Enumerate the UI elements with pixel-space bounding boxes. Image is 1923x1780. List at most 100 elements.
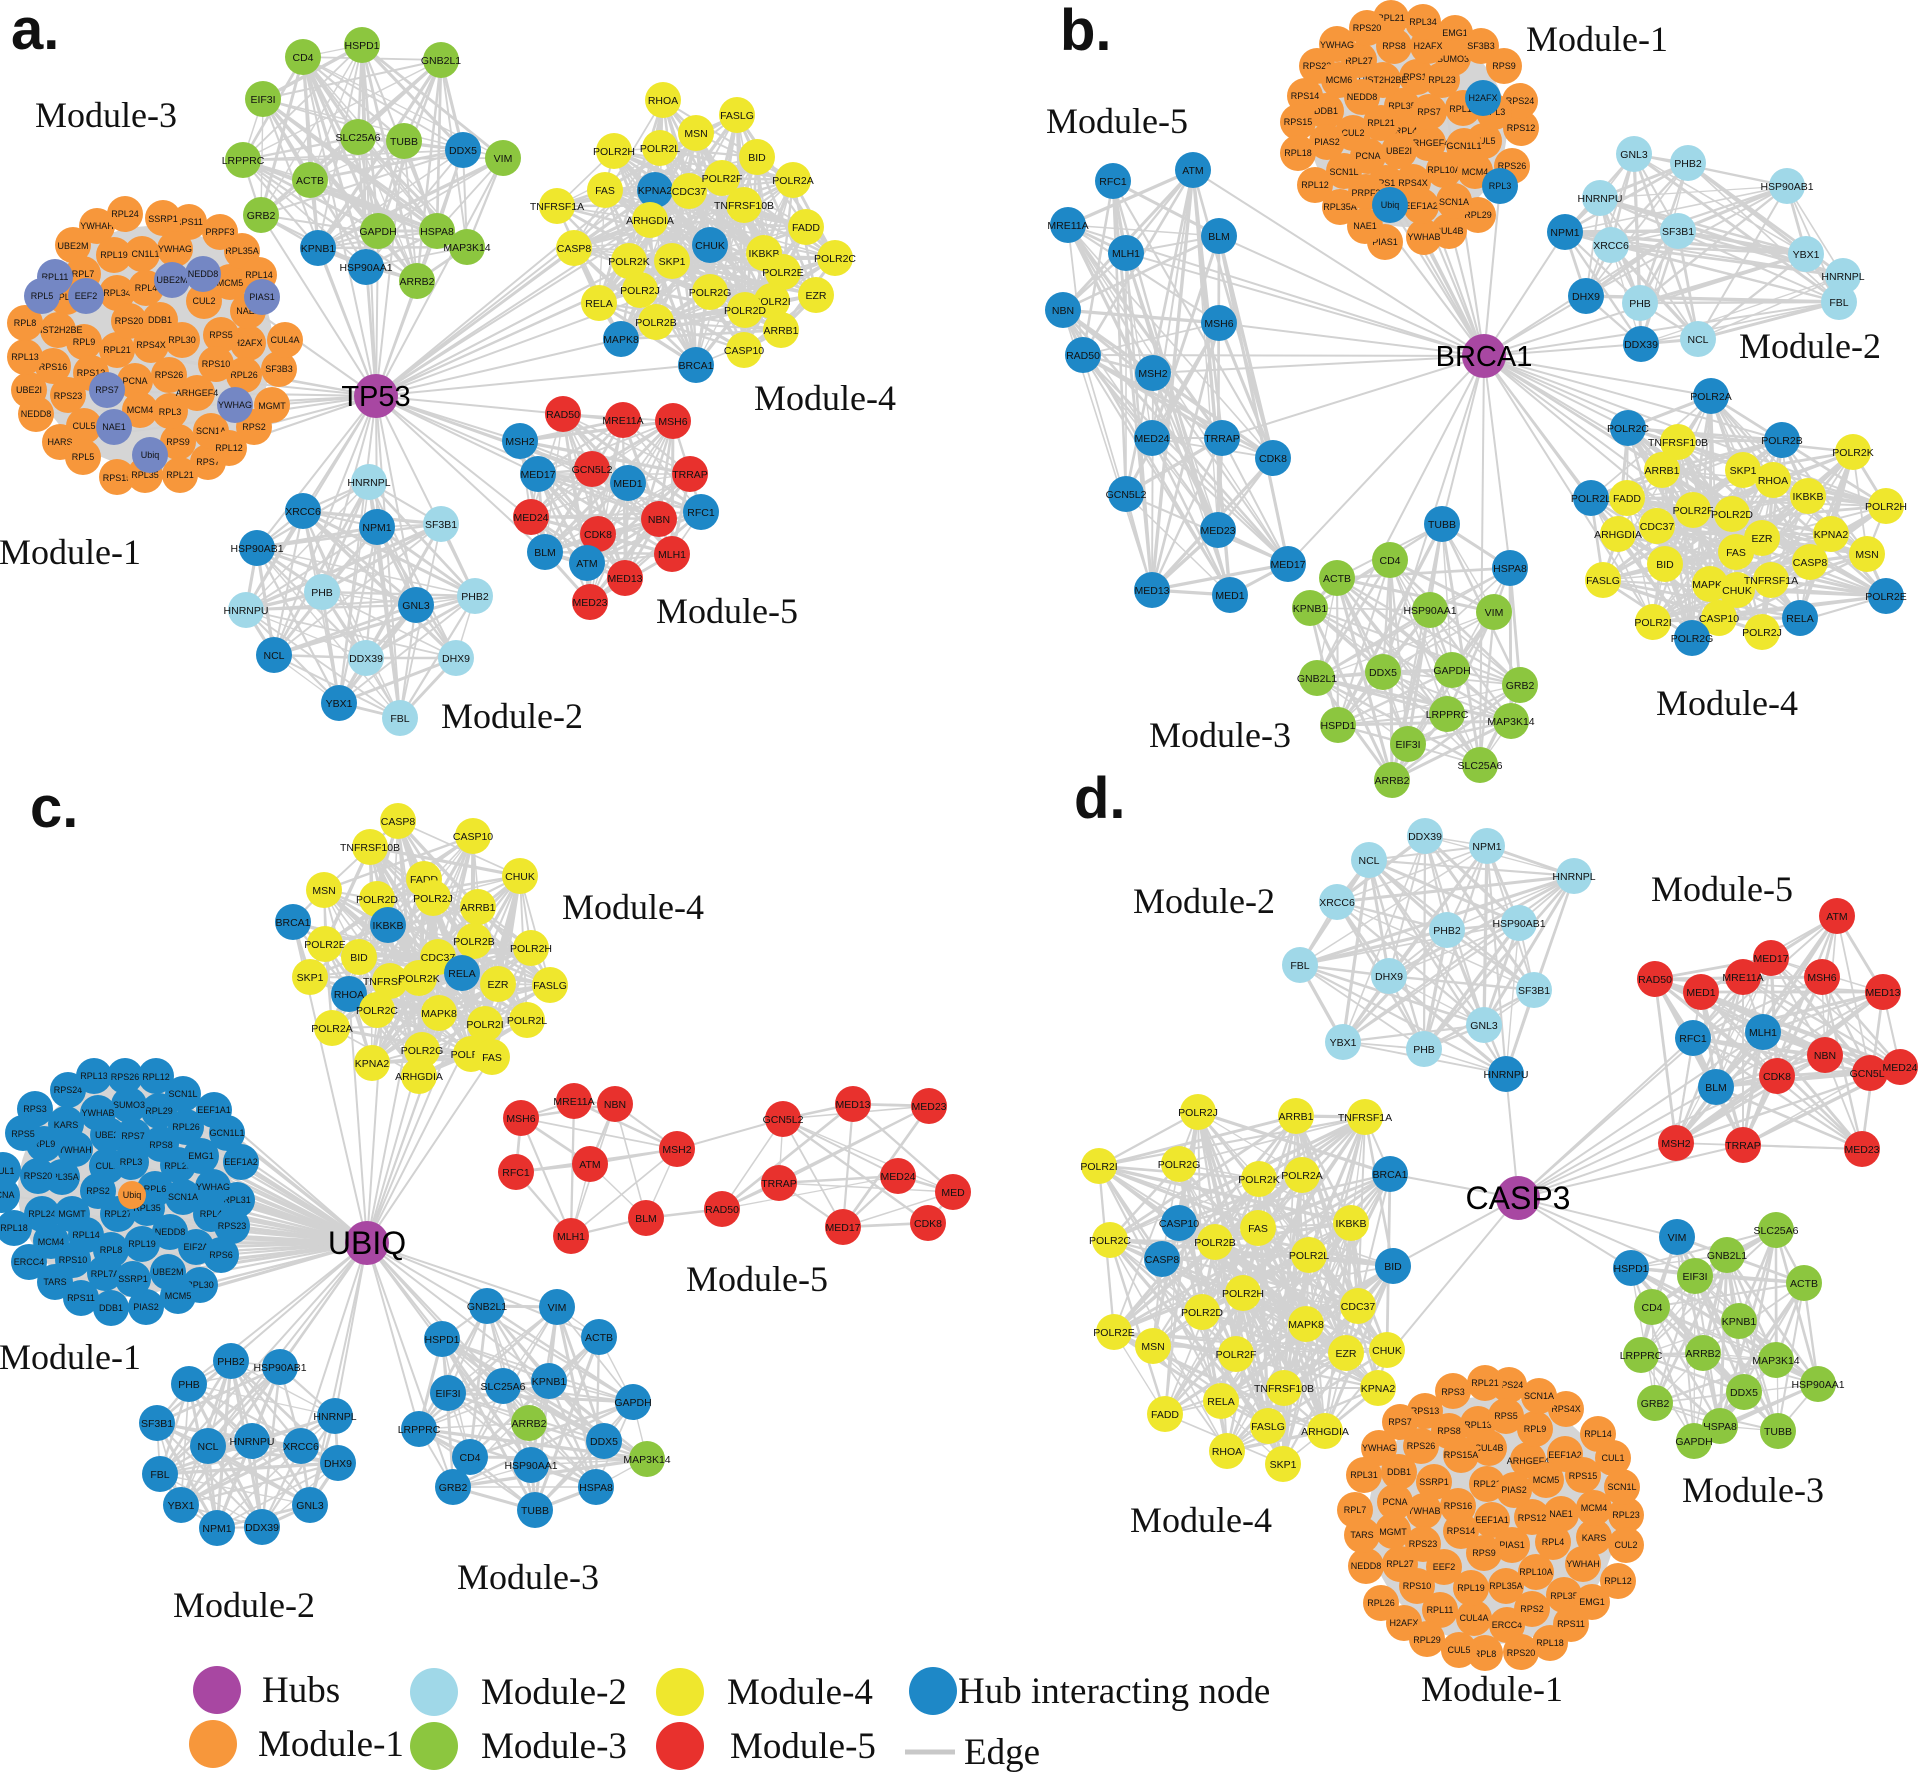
svg-text:RPL35: RPL35 (131, 470, 159, 480)
svg-text:RPL21: RPL21 (1367, 118, 1395, 128)
svg-text:FAS: FAS (1248, 1223, 1268, 1235)
svg-text:Ubiq: Ubiq (141, 450, 160, 460)
svg-text:ATM: ATM (1826, 911, 1847, 923)
svg-text:RPS20: RPS20 (1353, 23, 1382, 33)
svg-text:RPL23: RPL23 (164, 1161, 192, 1171)
svg-text:RPL8: RPL8 (1474, 1649, 1497, 1659)
svg-text:MSH2: MSH2 (1138, 368, 1167, 380)
svg-text:POLR2L: POLR2L (640, 143, 680, 155)
svg-text:MAP3K14: MAP3K14 (1752, 1355, 1799, 1367)
svg-text:Module-4: Module-4 (1656, 683, 1798, 723)
svg-text:RPL18: RPL18 (52, 292, 80, 302)
svg-text:CUL4A: CUL4A (270, 335, 299, 345)
svg-text:CHUK: CHUK (1722, 585, 1752, 597)
svg-text:CUL1: CUL1 (1601, 1453, 1624, 1463)
svg-text:HNRNPL: HNRNPL (1552, 871, 1595, 883)
svg-text:RPS6: RPS6 (209, 1250, 233, 1260)
svg-text:YBX1: YBX1 (326, 698, 353, 710)
svg-text:Module-4: Module-4 (727, 1672, 873, 1713)
svg-text:MSN: MSN (684, 128, 707, 140)
svg-text:POLR2I: POLR2I (1634, 617, 1671, 629)
svg-text:TNFRSF1A: TNFRSF1A (1338, 1112, 1392, 1124)
svg-text:RPL10A: RPL10A (1427, 165, 1461, 175)
svg-text:POLR2C: POLR2C (1089, 1235, 1131, 1247)
svg-text:RPS26: RPS26 (1498, 161, 1527, 171)
svg-text:RPL29: RPL29 (1464, 210, 1492, 220)
svg-text:CDC37: CDC37 (672, 186, 707, 198)
svg-text:RPS9: RPS9 (166, 437, 190, 447)
svg-text:GNL3: GNL3 (296, 1500, 324, 1512)
svg-text:HNRNPU: HNRNPU (230, 1436, 275, 1448)
svg-text:RPS14: RPS14 (1291, 91, 1320, 101)
svg-text:RPL14: RPL14 (1584, 1429, 1612, 1439)
svg-text:RPS23: RPS23 (218, 1221, 247, 1231)
svg-text:RPS15A: RPS15A (1444, 1450, 1479, 1460)
svg-text:Module-5: Module-5 (1046, 101, 1188, 141)
svg-text:POLR2K: POLR2K (398, 973, 439, 985)
svg-text:MED1: MED1 (1686, 987, 1715, 999)
svg-text:PIAS2: PIAS2 (1314, 137, 1340, 147)
svg-text:FBL: FBL (1290, 960, 1309, 972)
svg-text:RELA: RELA (448, 968, 475, 980)
svg-text:ARRB2: ARRB2 (399, 276, 434, 288)
svg-text:RPS3: RPS3 (1441, 1387, 1465, 1397)
svg-text:CDC37: CDC37 (1640, 521, 1675, 533)
svg-text:BID: BID (350, 952, 368, 964)
svg-text:SLC25A6: SLC25A6 (1754, 1225, 1799, 1237)
svg-text:KARS: KARS (1582, 1533, 1607, 1543)
svg-text:NPM1: NPM1 (1550, 227, 1579, 239)
svg-text:TARS: TARS (1350, 1530, 1373, 1540)
svg-text:POLR2L: POLR2L (507, 1015, 547, 1027)
svg-text:Module-5: Module-5 (686, 1259, 828, 1299)
svg-text:SCN1L: SCN1L (1607, 1482, 1636, 1492)
svg-text:H2AFX: H2AFX (1413, 41, 1442, 51)
svg-text:POLR2D: POLR2D (1711, 509, 1753, 521)
svg-text:SF3B1: SF3B1 (1518, 985, 1550, 997)
svg-text:TNFRSF10B: TNFRSF10B (1648, 437, 1708, 449)
svg-text:FAS: FAS (1726, 547, 1746, 559)
svg-text:RPS9: RPS9 (1472, 1548, 1496, 1558)
svg-text:POLR2C: POLR2C (356, 1005, 398, 1017)
svg-text:RPL27: RPL27 (1386, 1559, 1414, 1569)
svg-text:UBE2I: UBE2I (16, 385, 42, 395)
svg-text:MED13: MED13 (607, 573, 642, 585)
svg-text:CDK8: CDK8 (1259, 453, 1287, 465)
svg-text:IKBKB: IKBKB (749, 248, 780, 260)
svg-text:RPL19: RPL19 (1457, 1583, 1485, 1593)
svg-text:SF3B1: SF3B1 (1662, 226, 1694, 238)
svg-text:GRB2: GRB2 (439, 1482, 468, 1494)
svg-text:PHB2: PHB2 (217, 1356, 245, 1368)
svg-text:RPL23: RPL23 (1612, 1510, 1640, 1520)
svg-text:YWHAG: YWHAG (196, 1182, 230, 1192)
svg-text:GCN1L1: GCN1L1 (1446, 141, 1481, 151)
svg-text:MED23: MED23 (1844, 1144, 1879, 1156)
svg-text:FASLG: FASLG (533, 980, 567, 992)
svg-text:CHUK: CHUK (1372, 1345, 1402, 1357)
svg-text:RELA: RELA (585, 298, 612, 310)
svg-text:DDX5: DDX5 (1369, 667, 1397, 679)
svg-text:YWHAG: YWHAG (218, 400, 252, 410)
svg-text:HARS: HARS (47, 437, 72, 447)
svg-text:MED24: MED24 (880, 1171, 915, 1183)
svg-text:BRCA1: BRCA1 (1372, 1169, 1407, 1181)
svg-text:RPS7: RPS7 (1388, 1417, 1412, 1427)
svg-text:IKBKB: IKBKB (1793, 491, 1824, 503)
svg-text:ARRB1: ARRB1 (460, 902, 495, 914)
svg-text:CD4: CD4 (1641, 1302, 1662, 1314)
svg-text:RPS12: RPS12 (1518, 1513, 1547, 1523)
svg-text:PCNA: PCNA (1382, 1497, 1407, 1507)
svg-text:SKP1: SKP1 (297, 972, 324, 984)
svg-text:DDX5: DDX5 (449, 145, 477, 157)
svg-text:PHB: PHB (178, 1379, 200, 1391)
svg-text:NBN: NBN (1052, 305, 1074, 317)
svg-text:RPS2: RPS2 (86, 1186, 110, 1196)
svg-text:NCL: NCL (1358, 855, 1379, 867)
svg-text:CDC37: CDC37 (1341, 1301, 1376, 1313)
svg-text:Module-2: Module-2 (481, 1672, 627, 1713)
svg-text:RPL12: RPL12 (1301, 180, 1329, 190)
svg-text:RPL35: RPL35 (133, 1203, 161, 1213)
svg-text:MCM5: MCM5 (165, 1291, 192, 1301)
svg-text:NAE1: NAE1 (236, 306, 260, 316)
svg-text:BLM: BLM (1208, 231, 1230, 243)
svg-text:TRRAP: TRRAP (672, 469, 708, 481)
